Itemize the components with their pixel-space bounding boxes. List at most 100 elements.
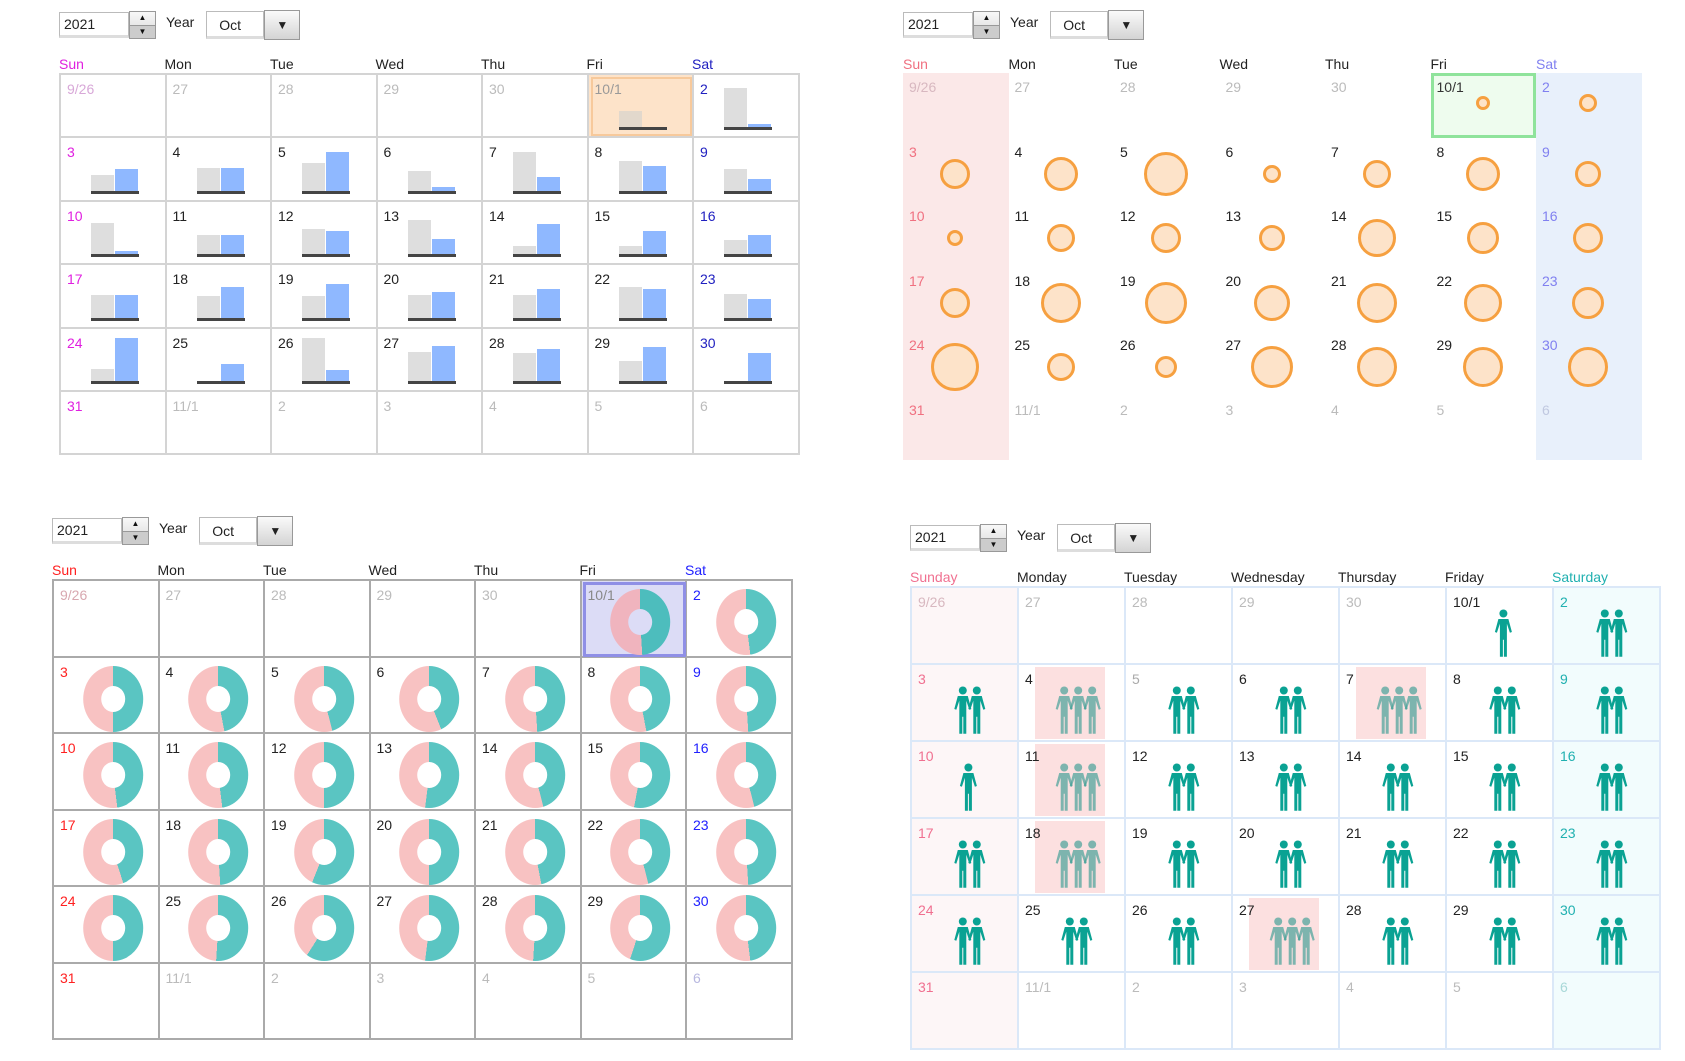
day-cell[interactable]: 2 <box>687 581 793 658</box>
month-dropdown-button[interactable]: ▼ <box>1108 10 1145 40</box>
day-cell[interactable]: 11/1 <box>159 963 265 1040</box>
day-cell[interactable]: 18 <box>1019 819 1126 896</box>
day-cell[interactable]: 27 <box>166 75 272 139</box>
spinner-down-icon[interactable]: ▼ <box>974 24 999 38</box>
day-cell[interactable]: 23 <box>1554 819 1661 896</box>
day-cell[interactable]: 27 <box>1233 896 1340 973</box>
day-cell[interactable]: 7 <box>1340 665 1447 742</box>
day-cell[interactable]: 29 <box>1220 73 1326 138</box>
day-cell[interactable]: 3 <box>903 137 1009 202</box>
day-cell[interactable]: 31 <box>903 395 1009 460</box>
day-cell[interactable]: 31 <box>61 391 167 456</box>
day-cell[interactable]: 9/26 <box>61 75 167 139</box>
year-input[interactable] <box>903 12 973 38</box>
day-cell[interactable]: 24 <box>903 331 1009 396</box>
day-cell[interactable]: 22 <box>1447 819 1554 896</box>
day-cell[interactable]: 9 <box>1554 665 1661 742</box>
day-cell[interactable]: 12 <box>1126 742 1233 819</box>
day-cell[interactable]: 6 <box>687 963 793 1040</box>
day-cell[interactable]: 15 <box>1447 742 1554 819</box>
spinner-up-icon[interactable]: ▲ <box>989 526 998 536</box>
day-cell[interactable]: 11 <box>159 734 265 811</box>
day-cell[interactable]: 18 <box>166 265 272 329</box>
day-cell[interactable]: 8 <box>581 657 687 734</box>
day-cell[interactable]: 4 <box>1340 973 1447 1050</box>
day-cell[interactable]: 13 <box>377 201 483 266</box>
day-cell[interactable]: 8 <box>588 138 694 202</box>
day-cell[interactable]: 17 <box>903 266 1009 331</box>
day-cell[interactable]: 6 <box>1536 395 1642 460</box>
spinner-down-icon[interactable]: ▼ <box>123 530 148 544</box>
day-cell[interactable]: 18 <box>1009 267 1115 332</box>
day-cell[interactable]: 16 <box>687 734 793 811</box>
day-cell[interactable]: 14 <box>483 201 589 266</box>
day-cell[interactable]: 29 <box>370 581 476 658</box>
year-spinner[interactable]: ▲ ▼ <box>973 11 1000 39</box>
day-cell[interactable]: 17 <box>54 810 160 887</box>
day-cell[interactable]: 31 <box>912 973 1019 1050</box>
day-cell[interactable]: 28 <box>1126 588 1233 665</box>
day-cell[interactable]: 6 <box>377 138 483 202</box>
day-cell[interactable]: 10 <box>61 201 167 266</box>
day-cell[interactable]: 2 <box>265 963 371 1040</box>
day-cell[interactable]: 6 <box>370 657 476 734</box>
day-cell[interactable]: 9/26 <box>54 581 160 658</box>
day-cell[interactable]: 11/1 <box>1009 396 1115 461</box>
day-cell[interactable]: 20 <box>1220 267 1326 332</box>
day-cell[interactable]: 3 <box>377 391 483 456</box>
day-cell[interactable]: 13 <box>1220 202 1326 267</box>
day-cell[interactable]: 24 <box>54 887 160 964</box>
day-cell[interactable]: 2 <box>272 391 378 456</box>
day-cell[interactable]: 5 <box>1431 396 1537 461</box>
day-cell[interactable]: 12 <box>1114 202 1220 267</box>
day-cell[interactable]: 9/26 <box>903 73 1009 138</box>
day-cell[interactable]: 29 <box>588 328 694 392</box>
day-cell[interactable]: 9 <box>687 657 793 734</box>
spinner-down-icon[interactable]: ▼ <box>981 537 1006 551</box>
day-cell[interactable]: 7 <box>1325 138 1431 203</box>
day-cell[interactable]: 3 <box>61 138 167 202</box>
day-cell[interactable]: 5 <box>1447 973 1554 1050</box>
day-cell[interactable]: 29 <box>1233 588 1340 665</box>
day-cell[interactable]: 31 <box>54 963 160 1040</box>
day-cell[interactable]: 2 <box>694 75 800 139</box>
day-cell[interactable]: 4 <box>166 138 272 202</box>
day-cell[interactable]: 5 <box>265 657 371 734</box>
day-cell[interactable]: 4 <box>1019 665 1126 742</box>
day-cell[interactable]: 24 <box>912 896 1019 973</box>
day-cell[interactable]: 10/1 <box>1447 588 1554 665</box>
day-cell[interactable]: 16 <box>1536 202 1642 267</box>
day-cell[interactable]: 26 <box>265 887 371 964</box>
day-cell[interactable]: 7 <box>476 657 582 734</box>
day-cell[interactable]: 3 <box>370 963 476 1040</box>
day-cell[interactable]: 2 <box>1536 73 1642 138</box>
day-cell[interactable]: 4 <box>1325 396 1431 461</box>
day-cell[interactable]: 6 <box>694 391 800 456</box>
day-cell[interactable]: 29 <box>1447 896 1554 973</box>
day-cell[interactable]: 9/26 <box>912 588 1019 665</box>
day-cell[interactable]: 27 <box>159 581 265 658</box>
day-cell[interactable]: 21 <box>1340 819 1447 896</box>
day-cell[interactable]: 5 <box>581 963 687 1040</box>
day-cell[interactable]: 19 <box>1114 267 1220 332</box>
day-cell[interactable]: 24 <box>61 328 167 392</box>
day-cell[interactable]: 14 <box>1325 202 1431 267</box>
day-cell[interactable]: 18 <box>159 810 265 887</box>
day-cell[interactable]: 30 <box>1554 896 1661 973</box>
day-cell[interactable]: 30 <box>483 75 589 139</box>
day-cell[interactable]: 26 <box>1126 896 1233 973</box>
day-cell[interactable]: 30 <box>687 887 793 964</box>
day-cell[interactable]: 30 <box>1325 73 1431 138</box>
day-cell[interactable]: 22 <box>581 810 687 887</box>
day-cell[interactable]: 4 <box>1009 138 1115 203</box>
day-cell[interactable]: 30 <box>476 581 582 658</box>
day-cell[interactable]: 11 <box>166 201 272 266</box>
spinner-up-icon[interactable]: ▲ <box>138 13 147 23</box>
day-cell[interactable]: 28 <box>1340 896 1447 973</box>
day-cell[interactable]: 5 <box>588 391 694 456</box>
day-cell[interactable]: 21 <box>1325 267 1431 332</box>
day-cell[interactable]: 29 <box>1431 331 1537 396</box>
day-cell[interactable]: 11 <box>1019 742 1126 819</box>
day-cell[interactable]: 27 <box>1009 73 1115 138</box>
day-cell[interactable]: 28 <box>1114 73 1220 138</box>
